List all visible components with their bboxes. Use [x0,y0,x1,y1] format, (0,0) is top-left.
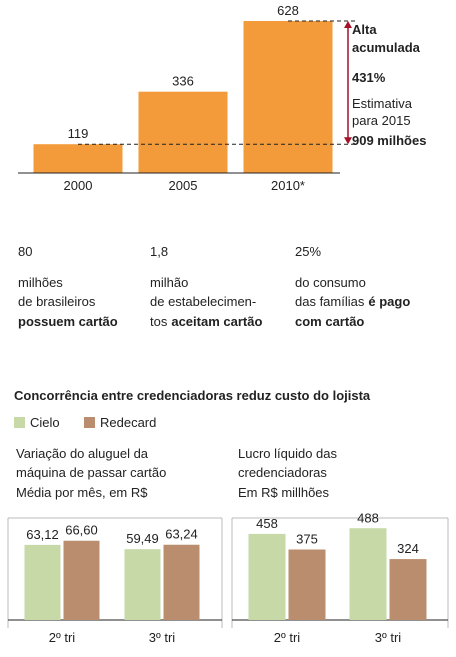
chart-subtitle: Em R$ millhões [238,485,330,500]
bar [63,540,100,620]
value-label: 66,60 [65,523,98,538]
chart-subtitle: Média por mês, em R$ [16,485,148,500]
value-label: 59,49 [126,531,159,546]
annotation: 431% [352,70,386,85]
annotation: acumulada [352,40,421,55]
annotation: Estimativa [352,96,413,111]
value-label: 628 [277,3,299,18]
stat-text-segment: das famílias [295,294,365,309]
stat-unit: milhões [18,275,63,290]
stat-text: com cartão [295,314,364,329]
stat-number: 1,8 [150,244,168,259]
stat-text: de brasileiros [18,294,96,309]
legend-swatch [84,417,95,428]
stat-text: das famílias é pago [295,294,410,309]
stat-text: possuem cartão [18,314,118,329]
x-tick-label: 2º tri [274,630,301,645]
bar [163,544,200,620]
legend-label: Redecard [100,415,156,430]
bar [349,528,387,620]
value-label: 119 [68,126,89,141]
x-tick-label: 2º tri [49,630,76,645]
section-title: Concorrência entre credenciadoras reduz … [14,388,371,403]
bar [288,549,326,620]
chart-title: Lucro líquido das [238,446,338,461]
x-tick-label: 3º tri [375,630,402,645]
x-tick-label: 2010* [271,178,305,193]
value-label: 336 [172,74,194,89]
stat-text-segment: aceitam cartão [171,314,262,329]
chart-title: máquina de passar cartão [16,465,166,480]
x-tick-label: 2005 [169,178,198,193]
annotation: 909 milhões [352,133,426,148]
annotation: para 2015 [352,113,411,128]
bar [243,21,333,173]
bar [124,549,161,620]
stat-unit: do consumo [295,275,366,290]
chart-title: credenciadoras [238,465,327,480]
annotation: Alta [352,22,377,37]
bar [24,544,61,620]
value-label: 63,24 [165,527,198,542]
bar [138,91,228,173]
x-tick-label: 3º tri [149,630,176,645]
value-label: 63,12 [26,527,59,542]
stat-number: 80 [18,244,32,259]
stat-unit: milhão [150,275,188,290]
legend-label: Cielo [30,415,60,430]
legend-swatch [14,417,25,428]
stat-text-segment: tos [150,314,168,329]
bar [248,533,286,620]
stat-text-segment: é pago [368,294,410,309]
value-label: 458 [256,516,278,531]
value-label: 324 [397,541,419,556]
chart-title: Variação do aluguel da [16,446,149,461]
stat-text-segment: de estabelecimen- [150,294,256,309]
bar [33,144,123,173]
stat-text: tos aceitam cartão [150,314,262,329]
stat-text-segment: com cartão [295,314,364,329]
bar [389,559,427,620]
value-label: 375 [296,532,318,547]
x-tick-label: 2000 [64,178,93,193]
value-label: 488 [357,510,379,525]
stat-text: de estabelecimen- [150,294,256,309]
stat-text-segment: de brasileiros [18,294,96,309]
stat-text-segment: possuem cartão [18,314,118,329]
stat-number: 25% [295,244,321,259]
